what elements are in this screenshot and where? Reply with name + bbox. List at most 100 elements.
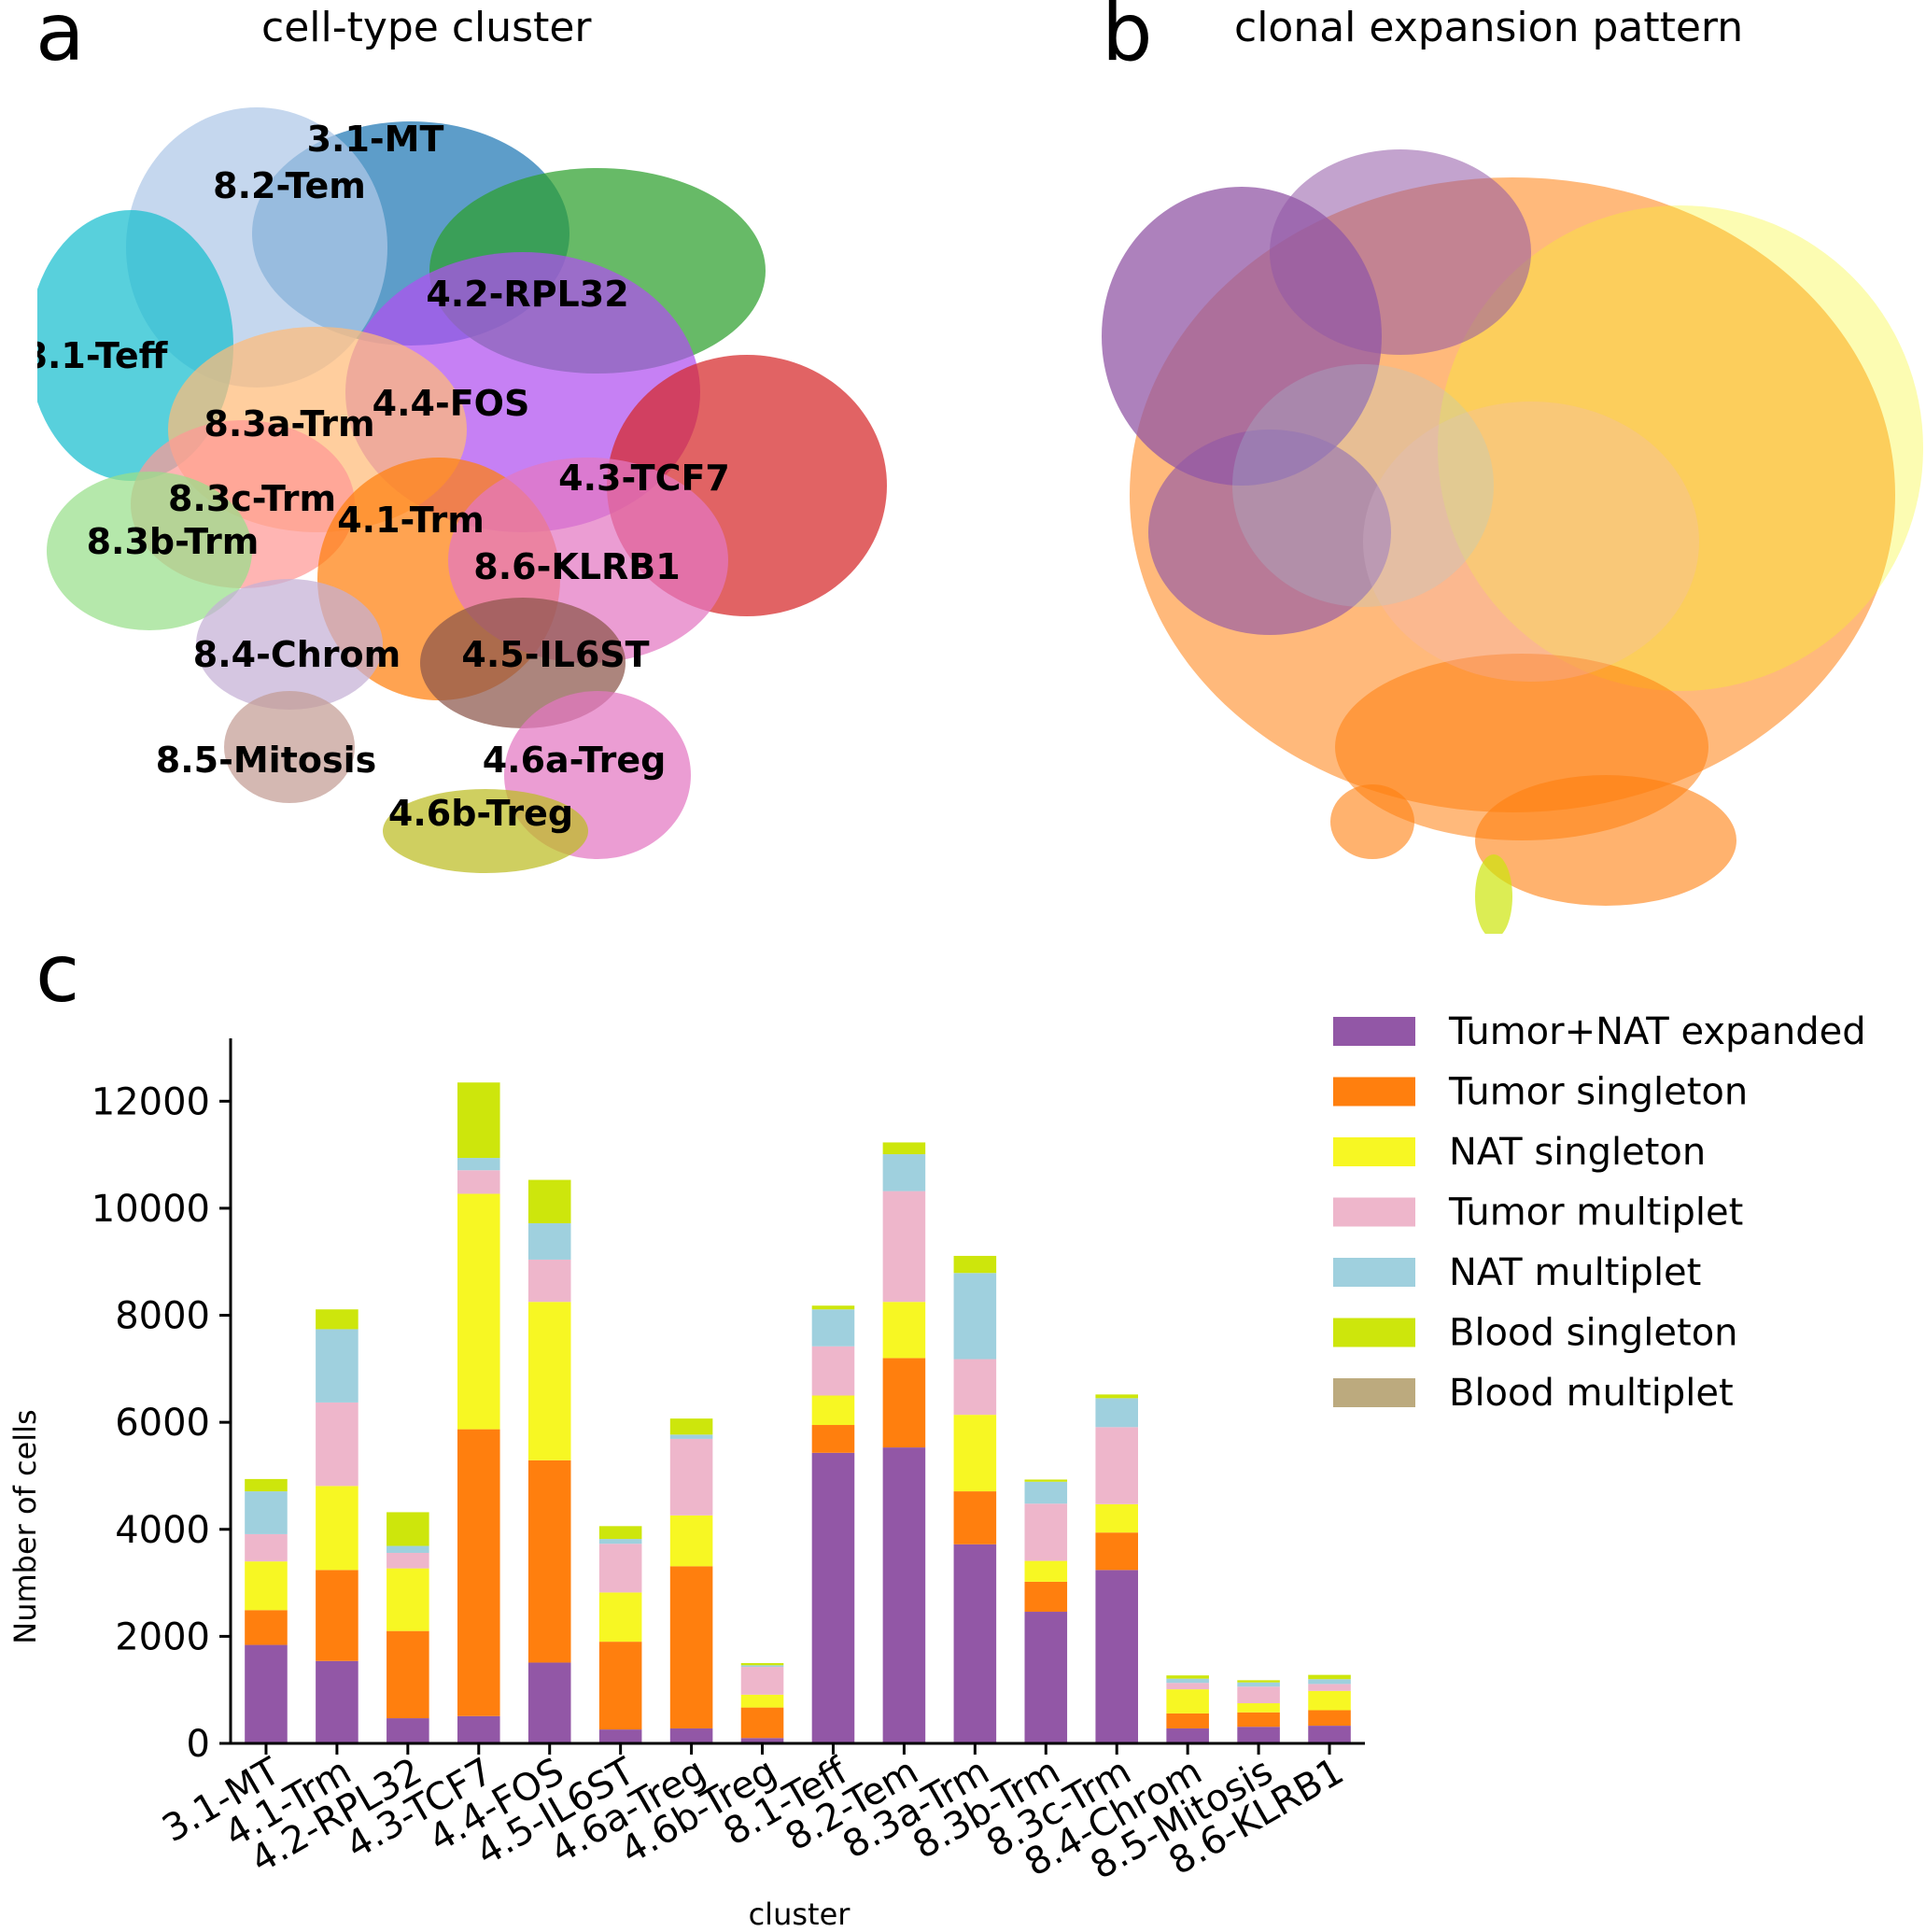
bar-8-6-klrb1-nat-singleton [1308, 1690, 1351, 1711]
bar-8-4-chrom-tumor-nat-expanded [1166, 1728, 1209, 1743]
bar-3-1-mt-nat-multiplet [245, 1491, 288, 1534]
cluster-label-8-3c-trm: 8.3c-Trm [168, 478, 336, 519]
bar-4-4-fos-blood-singleton [527, 1179, 571, 1223]
legend-label-tumor-singleton: Tumor singleton [1448, 1071, 1748, 1114]
panel-a-title: cell-type cluster [261, 4, 592, 51]
bar-8-3c-trm-tumor-nat-expanded [1095, 1570, 1138, 1743]
cluster-label-8-1-teff: 8.1-Teff [37, 335, 169, 376]
legend-swatch-blood-singleton [1333, 1318, 1415, 1347]
panel-c-letter: c [35, 927, 80, 1021]
bar-8-6-klrb1-tumor-nat-expanded [1308, 1726, 1351, 1743]
clonal-region-4 [1270, 149, 1531, 355]
bar-4-3-tcf7-tumor-nat-expanded [457, 1715, 500, 1743]
cluster-label-8-2-tem: 8.2-Tem [213, 165, 366, 206]
umap-clonal-expansion-plot [1102, 149, 1923, 934]
bar-3-1-mt-tumor-singleton [245, 1610, 288, 1645]
bar-8-4-chrom-nat-singleton [1166, 1689, 1209, 1713]
bar-8-3b-trm-blood-singleton [1024, 1479, 1068, 1482]
clonal-region-8 [1232, 364, 1494, 607]
legend-swatch-tumor-multiplet [1333, 1197, 1415, 1227]
bar-8-3c-trm-tumor-multiplet [1095, 1427, 1138, 1504]
bar-4-4-fos-tumor-singleton [527, 1460, 571, 1663]
clonal-region-6 [1475, 775, 1736, 906]
bar-4-2-rpl32-blood-singleton [387, 1512, 429, 1546]
cluster-label-4-5-il6st: 4.5-IL6ST [461, 634, 649, 675]
bar-3-1-mt-blood-singleton [245, 1478, 288, 1492]
clonal-region-1 [1438, 205, 1923, 691]
bar-8-5-mitosis-blood-singleton [1237, 1680, 1280, 1683]
legend-swatch-tumor-nat-expanded [1333, 1017, 1415, 1046]
bar-4-2-rpl32-tumor-singleton [387, 1630, 429, 1719]
bar-4-6b-treg-blood-singleton [740, 1663, 784, 1666]
bar-4-2-rpl32-tumor-nat-expanded [387, 1718, 429, 1743]
bar-8-2-tem-tumor-multiplet [882, 1191, 926, 1303]
bar-8-1-teff-nat-multiplet [811, 1309, 855, 1347]
bar-8-3c-trm-tumor-singleton [1095, 1532, 1138, 1571]
stacked-bar-chart: 0200040006000800010000120003.1-MT4.1-Trm… [7, 1010, 1866, 1932]
panel-a-letter: a [35, 0, 85, 79]
bar-4-6a-treg-tumor-multiplet [669, 1438, 713, 1516]
bar-4-5-il6st-nat-multiplet [598, 1539, 642, 1544]
bar-4-2-rpl32-nat-singleton [387, 1568, 429, 1631]
y-tick-label: 4000 [115, 1509, 210, 1552]
legend-swatch-blood-multiplet [1333, 1378, 1415, 1407]
legend-swatch-nat-multiplet [1333, 1258, 1415, 1287]
bar-4-6a-treg-nat-multiplet [669, 1434, 713, 1439]
bar-8-3a-trm-tumor-multiplet [953, 1359, 997, 1416]
bar-8-1-teff-blood-singleton [811, 1305, 855, 1310]
bar-8-2-tem-nat-singleton [882, 1302, 926, 1359]
cluster-label-4-2-rpl32: 4.2-RPL32 [426, 274, 628, 315]
cluster-region-8-4-chrom [196, 579, 383, 710]
cluster-label-4-4-fos: 4.4-FOS [373, 383, 530, 424]
bar-8-4-chrom-blood-singleton [1166, 1675, 1209, 1679]
bar-8-2-tem-blood-singleton [882, 1142, 926, 1155]
bar-8-4-chrom-tumor-singleton [1166, 1713, 1209, 1728]
x-axis-label: cluster [749, 1897, 851, 1932]
bar-8-5-mitosis-nat-singleton [1237, 1703, 1280, 1713]
legend-swatch-nat-singleton [1333, 1137, 1415, 1166]
y-axis-label: Number of cells [7, 1409, 43, 1643]
cluster-label-4-6b-treg: 4.6b-Treg [388, 793, 573, 834]
legend-swatch-tumor-singleton [1333, 1077, 1415, 1107]
legend: Tumor+NAT expanded Tumor singleton NAT sin… [1333, 1010, 1866, 1415]
clonal-region-9 [1330, 784, 1414, 859]
bar-8-4-chrom-tumor-multiplet [1166, 1683, 1209, 1690]
bar-8-5-mitosis-tumor-multiplet [1237, 1686, 1280, 1704]
legend-label-tumor-nat-expanded: Tumor+NAT expanded [1448, 1010, 1866, 1053]
clonal-region-3 [1148, 430, 1391, 635]
bar-8-3a-trm-blood-singleton [953, 1255, 997, 1274]
y-tick-label: 2000 [115, 1615, 210, 1658]
bar-3-1-mt-nat-singleton [245, 1561, 288, 1611]
bar-8-3c-trm-nat-multiplet [1095, 1398, 1138, 1428]
bar-8-2-tem-tumor-singleton [882, 1358, 926, 1448]
bar-8-1-teff-tumor-singleton [811, 1425, 855, 1453]
cluster-label-8-3a-trm: 8.3a-Trm [204, 403, 374, 444]
bar-4-5-il6st-tumor-nat-expanded [598, 1729, 642, 1743]
legend-label-tumor-multiplet: Tumor multiplet [1448, 1192, 1743, 1234]
bar-4-1-trm-blood-singleton [316, 1309, 358, 1330]
bar-4-1-trm-nat-multiplet [316, 1329, 358, 1403]
y-tick-label: 6000 [115, 1402, 210, 1445]
cluster-label-4-1-trm: 4.1-Trm [337, 500, 485, 541]
bar-8-1-teff-nat-singleton [811, 1395, 855, 1426]
cluster-region-4-6b-treg [383, 789, 588, 873]
umap-cell-type-plot: 3.1-MT8.2-Tem4.2-RPL328.1-Teff4.4-FOS8.3… [37, 107, 887, 873]
legend-label-nat-singleton: NAT singleton [1449, 1131, 1706, 1174]
bar-8-3b-trm-nat-multiplet [1024, 1481, 1068, 1504]
bar-4-2-rpl32-tumor-multiplet [387, 1552, 429, 1569]
bar-8-6-klrb1-blood-singleton [1308, 1674, 1351, 1680]
bar-8-5-mitosis-tumor-nat-expanded [1237, 1727, 1280, 1743]
bar-8-3c-trm-nat-singleton [1095, 1503, 1138, 1533]
cluster-label-8-5-mitosis: 8.5-Mitosis [156, 740, 376, 781]
bar-8-1-teff-tumor-nat-expanded [811, 1452, 855, 1743]
cluster-label-3-1-mt: 3.1-MT [307, 119, 444, 160]
bar-4-6a-treg-tumor-singleton [669, 1566, 713, 1728]
bar-4-1-trm-nat-singleton [316, 1486, 358, 1571]
bar-4-6b-treg-tumor-nat-expanded [740, 1738, 784, 1743]
bar-8-3a-trm-tumor-singleton [953, 1491, 997, 1544]
cluster-label-8-4-chrom: 8.4-Chrom [193, 634, 401, 675]
cluster-label-4-3-tcf7: 4.3-TCF7 [558, 458, 730, 499]
bar-8-6-klrb1-tumor-singleton [1308, 1710, 1351, 1727]
panel-b-letter: b [1102, 0, 1153, 79]
cluster-label-8-6-klrb1: 8.6-KLRB1 [473, 546, 680, 587]
